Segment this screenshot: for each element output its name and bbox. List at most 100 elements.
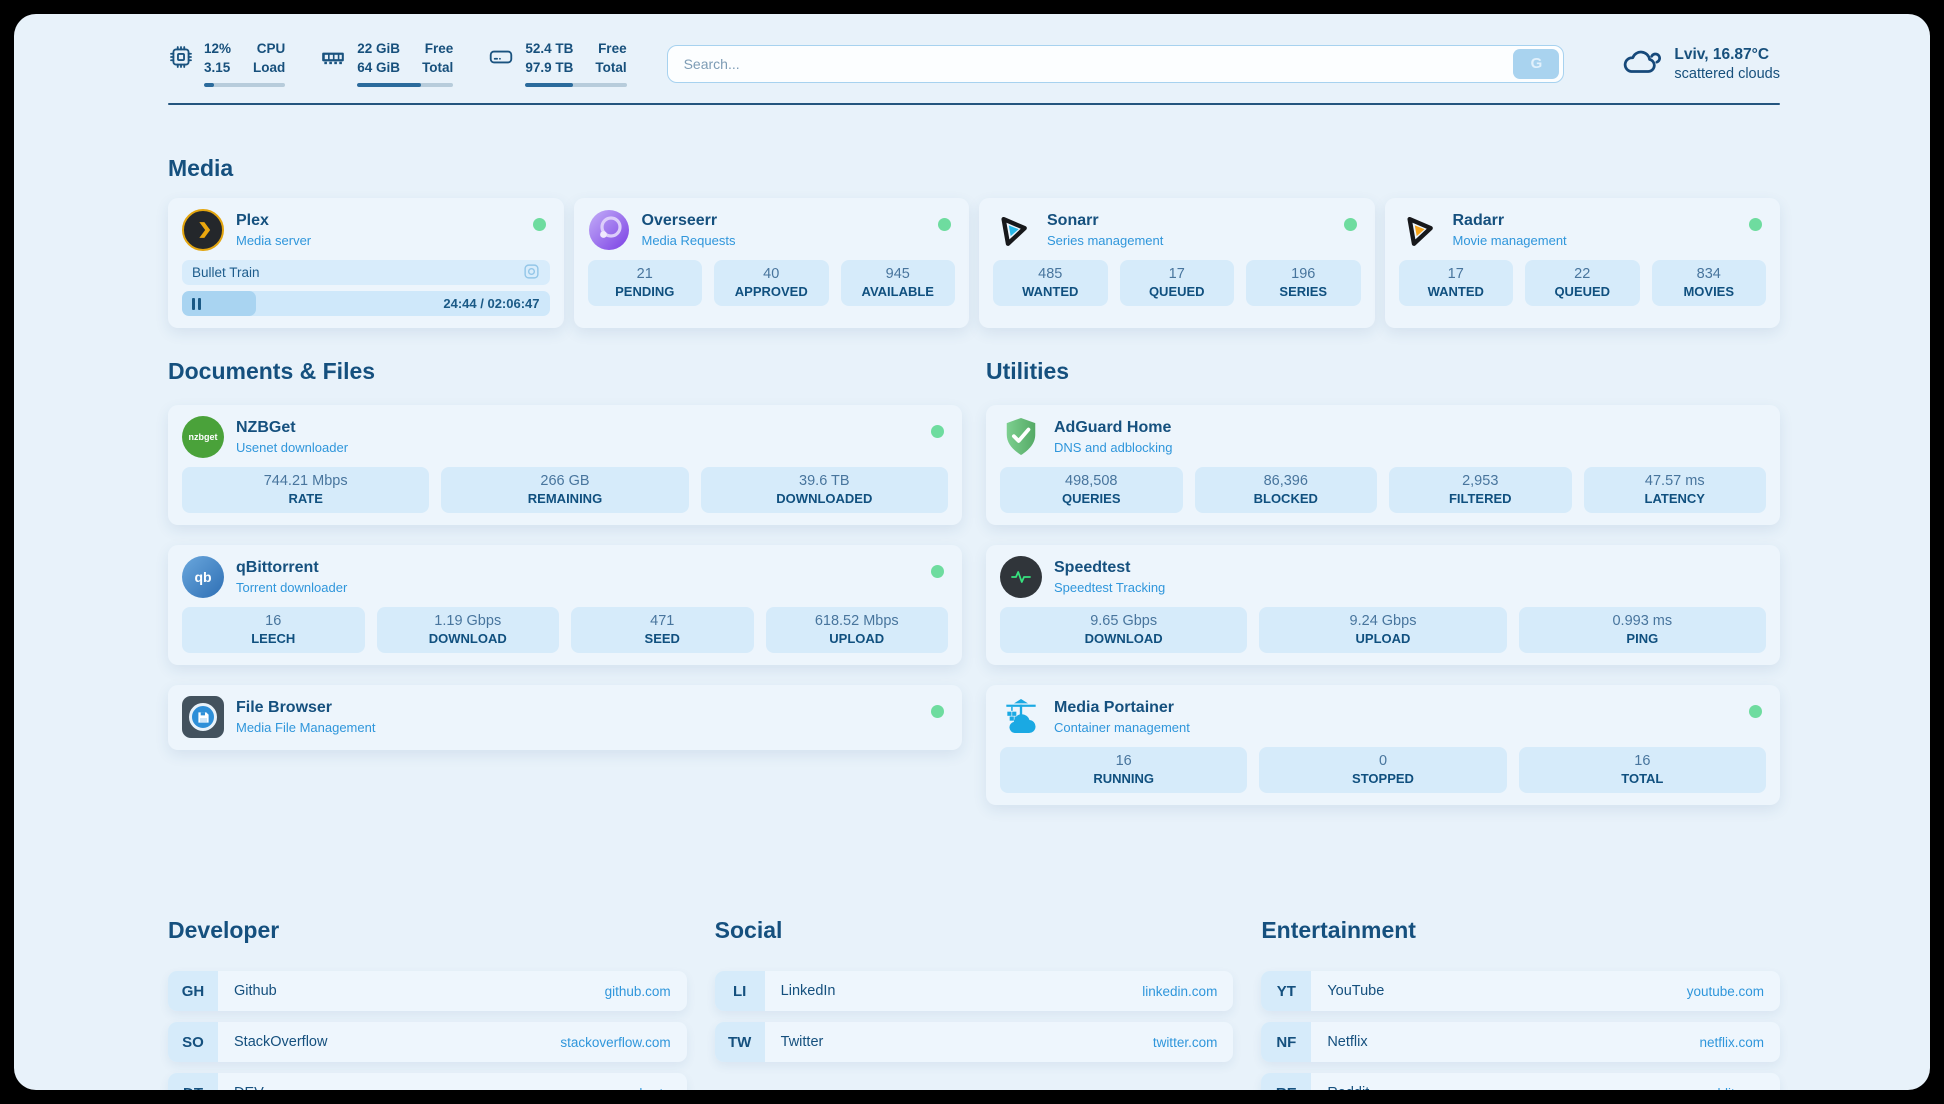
cloud-icon <box>1620 44 1662 83</box>
service-desc: Speedtest Tracking <box>1054 580 1166 596</box>
weather-location-temp: Lviv, 16.87°C <box>1674 45 1770 63</box>
section-developer: Developer GH Github github.com SO StackO… <box>168 917 687 1090</box>
bookmark-abbr: GH <box>168 971 218 1012</box>
stat-latency: 47.57 ms LATENCY <box>1583 467 1766 514</box>
bookmark-twitter[interactable]: TW Twitter twitter.com <box>714 1022 1234 1063</box>
service-name: Media Portainer <box>1054 699 1175 717</box>
bookmark-youtube[interactable]: YT YouTube youtube.com <box>1261 971 1780 1012</box>
bookmark-url: github.com <box>604 983 671 999</box>
search-input[interactable] <box>666 44 1565 83</box>
stat-ping: 0.993 ms PING <box>1518 607 1766 654</box>
service-name: NZBGet <box>236 419 296 437</box>
weather-condition: scattered clouds <box>1674 65 1780 82</box>
resource-widgets: 12% 3.15 CPU Load <box>168 40 627 88</box>
bookmark-stackoverflow[interactable]: SO StackOverflow stackoverflow.com <box>168 1022 687 1063</box>
service-link-speedtest[interactable]: Speedtest Speedtest Tracking <box>1000 556 1766 599</box>
stat-upload: 618.52 Mbps UPLOAD <box>765 607 948 654</box>
bookmark-name: Reddit <box>1327 1073 1369 1090</box>
search-provider-button[interactable]: G <box>1513 48 1560 79</box>
stat-rate: 744.21 Mbps RATE <box>182 467 430 514</box>
service-link-filebrowser[interactable]: File Browser Media File Management <box>182 696 948 739</box>
service-link-adguard[interactable]: AdGuard Home DNS and adblocking <box>1000 416 1766 458</box>
memory-widget: 22 GiB 64 GiB Free Total <box>319 40 454 88</box>
bookmark-name: LinkedIn <box>780 983 836 1000</box>
bookmark-name: Github <box>234 983 277 1000</box>
service-name: File Browser <box>236 699 333 717</box>
bookmark-abbr: TW <box>714 1022 765 1063</box>
service-card-overseerr: Overseerr Media Requests 21 PENDING 40 APP… <box>573 198 969 329</box>
status-dot <box>1749 705 1762 719</box>
bookmark-linkedin[interactable]: LI LinkedIn linkedin.com <box>714 971 1234 1012</box>
weather-widget: Lviv, 16.87°C scattered clouds <box>1620 44 1780 83</box>
service-desc: Movie management <box>1452 233 1567 249</box>
now-playing-progress: 24:44 / 02:06:47 <box>182 291 550 317</box>
stat-seed: 471 SEED <box>571 607 754 654</box>
dashboard-panel: 12% 3.15 CPU Load <box>14 14 1930 1090</box>
social-section-title: Social <box>714 917 783 944</box>
header-divider <box>168 103 1780 106</box>
now-playing-title: Bullet Train <box>192 265 260 281</box>
status-dot <box>931 565 944 579</box>
service-link-plex[interactable]: Plex Media server <box>182 209 550 252</box>
service-desc: Media server <box>236 233 312 249</box>
stat-upload: 9.24 Gbps UPLOAD <box>1259 607 1507 654</box>
service-card-plex: Plex Media server Bullet Train 24:44 / 0… <box>168 198 564 329</box>
status-dot <box>938 218 951 232</box>
status-dot <box>1343 218 1357 232</box>
qbittorrent-icon: qb <box>182 556 224 599</box>
now-playing-settings-icon[interactable] <box>523 263 540 283</box>
status-dot <box>931 425 944 439</box>
cpu-progress-bar <box>204 82 286 88</box>
cpu-values: 12% 3.15 <box>204 41 232 75</box>
service-link-radarr[interactable]: Radarr Movie management <box>1399 209 1767 251</box>
stat-wanted: 17 WANTED <box>1398 260 1513 307</box>
stat-download: 1.19 Gbps DOWNLOAD <box>376 607 559 654</box>
stat-blocked: 86,396 BLOCKED <box>1194 467 1377 514</box>
adguard-icon <box>1000 416 1042 458</box>
service-name: Sonarr <box>1047 212 1099 230</box>
stat-filtered: 2,953 FILTERED <box>1389 467 1572 514</box>
media-section-title: Media <box>168 155 234 182</box>
bookmark-url: twitter.com <box>1152 1034 1218 1050</box>
portainer-icon <box>1000 696 1042 738</box>
service-card-speedtest: Speedtest Speedtest Tracking 9.65 Gbps DO… <box>986 545 1780 666</box>
bookmark-abbr: DT <box>168 1073 218 1090</box>
section-entertainment: Entertainment YT YouTube youtube.com NF … <box>1261 917 1780 1090</box>
service-card-adguard: AdGuard Home DNS and adblocking 498,508 Q… <box>986 405 1780 526</box>
bookmark-dev[interactable]: DT DEV dev.to <box>168 1073 687 1090</box>
service-name: Overseerr <box>641 212 718 230</box>
service-card-sonarr: Sonarr Series management 485 WANTED 17 QUE… <box>979 198 1375 329</box>
bookmark-url: netflix.com <box>1699 1034 1764 1050</box>
service-desc: Media Requests <box>641 233 736 249</box>
section-utilities: Utilities AdGuard Home DNS and adblockin… <box>986 358 1780 806</box>
stat-running: 16 RUNNING <box>1000 747 1248 794</box>
developer-section-title: Developer <box>168 917 280 944</box>
service-link-sonarr[interactable]: Sonarr Series management <box>993 209 1361 251</box>
bookmark-reddit[interactable]: RE Reddit reddit.com <box>1261 1073 1780 1090</box>
service-desc: Media File Management <box>236 720 376 736</box>
service-link-portainer[interactable]: Media Portainer Container management <box>1000 696 1766 738</box>
disk-values: 52.4 TB 97.9 TB <box>525 41 574 75</box>
memory-labels: Free Total <box>422 41 454 75</box>
service-link-nzbget[interactable]: nzbget NZBGet Usenet downloader <box>182 416 948 459</box>
bookmark-abbr: LI <box>714 971 765 1012</box>
bookmark-url: linkedin.com <box>1142 983 1218 999</box>
service-link-overseerr[interactable]: Overseerr Media Requests <box>588 209 956 251</box>
stat-download: 9.65 Gbps DOWNLOAD <box>1000 607 1248 654</box>
now-playing-time: 24:44 / 02:06:47 <box>443 296 540 312</box>
stat-queries: 498,508 QUERIES <box>1000 467 1183 514</box>
service-link-qbittorrent[interactable]: qb qBittorrent Torrent downloader <box>182 556 948 599</box>
bookmark-github[interactable]: GH Github github.com <box>168 971 687 1012</box>
stat-series: 196 SERIES <box>1246 260 1361 307</box>
pause-icon <box>192 297 201 310</box>
filebrowser-icon <box>182 696 224 739</box>
service-desc: Series management <box>1047 233 1164 249</box>
stat-queued: 17 QUEUED <box>1119 260 1234 307</box>
disk-labels: Free Total <box>595 41 627 75</box>
cpu-labels: CPU Load <box>253 41 286 75</box>
service-card-qbittorrent: qb qBittorrent Torrent downloader 16 LEEC… <box>168 545 962 666</box>
stat-approved: 40 APPROVED <box>714 260 829 307</box>
bookmark-netflix[interactable]: NF Netflix netflix.com <box>1261 1022 1780 1063</box>
cpu-icon <box>168 44 194 75</box>
service-card-nzbget: nzbget NZBGet Usenet downloader 744.21 M… <box>168 405 962 526</box>
